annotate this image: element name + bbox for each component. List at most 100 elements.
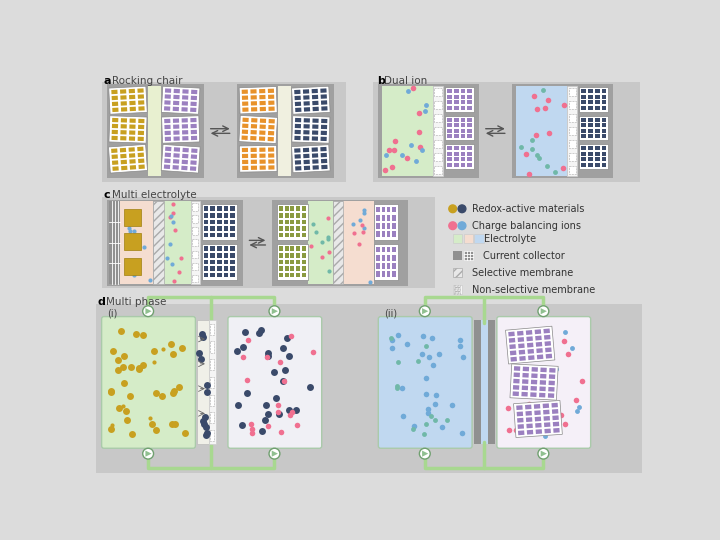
Point	[270, 394, 282, 402]
Point	[240, 327, 251, 336]
Bar	[509, 338, 516, 343]
Bar	[536, 429, 542, 434]
FancyBboxPatch shape	[228, 316, 322, 448]
Bar	[467, 123, 472, 127]
Bar	[120, 89, 126, 94]
Text: Charge balancing ions: Charge balancing ions	[472, 221, 581, 231]
Bar	[259, 147, 266, 152]
Bar	[102, 197, 435, 288]
Bar	[260, 165, 266, 170]
Point	[414, 143, 426, 151]
Bar	[595, 94, 600, 99]
Bar	[510, 350, 516, 355]
Bar	[544, 335, 551, 340]
Bar	[377, 232, 380, 237]
Point	[389, 137, 400, 145]
Bar	[527, 430, 534, 435]
Point	[200, 423, 212, 431]
Bar	[210, 324, 215, 335]
Bar	[513, 379, 520, 383]
Point	[441, 415, 453, 424]
Bar	[210, 320, 215, 444]
Bar	[182, 130, 188, 134]
Bar	[224, 206, 228, 211]
Bar	[163, 201, 191, 284]
Bar	[382, 255, 385, 261]
Bar	[224, 273, 228, 278]
Bar	[519, 356, 526, 361]
Point	[161, 254, 172, 262]
Bar	[191, 154, 197, 159]
Bar	[476, 84, 479, 178]
Bar	[279, 85, 291, 177]
Point	[566, 343, 577, 352]
Bar	[392, 255, 396, 261]
Circle shape	[269, 306, 280, 316]
Bar	[121, 166, 127, 170]
Circle shape	[449, 205, 456, 213]
Bar	[217, 266, 222, 271]
Bar	[204, 253, 208, 258]
Bar	[279, 206, 283, 211]
Bar	[447, 134, 452, 138]
Bar	[200, 84, 204, 178]
Bar	[320, 147, 327, 151]
Point	[179, 429, 191, 437]
Bar	[447, 94, 452, 99]
Bar	[569, 166, 575, 174]
Bar	[284, 246, 289, 251]
Bar	[467, 163, 472, 167]
Bar	[588, 100, 593, 104]
Bar	[447, 100, 452, 104]
Point	[559, 420, 570, 428]
Point	[253, 329, 264, 338]
Bar	[447, 106, 452, 110]
Bar	[509, 344, 516, 349]
Point	[237, 420, 248, 429]
Point	[574, 402, 585, 411]
Bar	[531, 367, 538, 372]
Bar	[210, 226, 215, 231]
Bar	[181, 118, 188, 123]
Bar	[549, 381, 555, 386]
Point	[562, 349, 573, 358]
Bar	[130, 118, 136, 123]
Bar	[526, 411, 532, 416]
Point	[121, 416, 132, 424]
Bar	[112, 154, 118, 159]
Bar	[242, 154, 248, 158]
Point	[263, 422, 274, 430]
Bar	[259, 159, 266, 164]
Bar	[461, 163, 465, 167]
Bar	[174, 137, 180, 141]
Bar	[544, 422, 551, 427]
Bar	[302, 260, 306, 264]
Point	[354, 240, 365, 249]
Bar	[138, 131, 144, 135]
Point	[358, 205, 369, 214]
Bar	[239, 86, 277, 114]
Bar	[130, 101, 135, 105]
Bar	[181, 107, 188, 112]
Text: a: a	[104, 76, 112, 85]
Bar	[294, 154, 301, 159]
Point	[426, 334, 438, 342]
Bar	[488, 320, 495, 444]
Point	[538, 392, 549, 400]
Bar	[129, 153, 135, 158]
Point	[323, 267, 335, 275]
Bar	[260, 107, 266, 111]
Point	[427, 361, 438, 369]
Bar	[581, 89, 586, 93]
Bar	[190, 166, 197, 171]
Point	[128, 227, 140, 235]
Bar	[516, 405, 523, 410]
Bar	[138, 125, 144, 129]
Bar	[434, 127, 441, 135]
Bar	[296, 213, 300, 218]
Bar	[588, 118, 593, 122]
Bar	[434, 140, 441, 148]
Bar	[544, 341, 551, 346]
Circle shape	[538, 306, 549, 316]
Point	[347, 220, 359, 229]
